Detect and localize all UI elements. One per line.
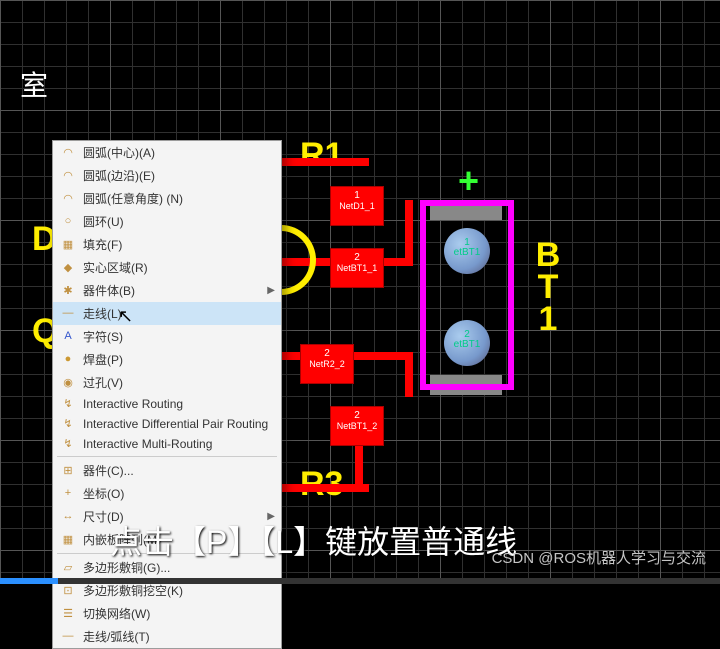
menu-item-23[interactable]: — 走线/弧线(T) <box>53 625 281 648</box>
menu-item-icon: ✱ <box>59 284 77 298</box>
place-context-menu: ◠ 圆弧(中心)(A) ◠ 圆弧(边沿)(E) ◠ 圆弧(任意角度) (N) ○ 圆环(U) ▦… <box>52 140 282 649</box>
menu-item-8[interactable]: A 字符(S) <box>53 325 281 348</box>
room-label: 室 <box>20 64 48 104</box>
menu-item-label: Interactive Differential Pair Routing <box>83 417 268 431</box>
menu-item-label: 器件体(B) <box>83 282 135 299</box>
menu-item-0[interactable]: ◠ 圆弧(中心)(A) <box>53 141 281 164</box>
menu-item-icon: ▦ <box>59 533 77 547</box>
pad-r2-2[interactable]: 2NetR2_2 <box>300 344 354 384</box>
menu-item-icon: ◠ <box>59 192 77 206</box>
menu-item-icon: ● <box>59 353 77 367</box>
menu-item-16[interactable]: + 坐标(O) <box>53 482 281 505</box>
trace-to-r1 <box>279 158 369 166</box>
menu-item-4[interactable]: ▦ 填充(F) <box>53 233 281 256</box>
submenu-arrow-icon: ▶ <box>267 285 275 296</box>
designator-bt1: BT1 <box>528 236 567 332</box>
pad-d1-1[interactable]: 1NetD1_1 <box>330 186 384 226</box>
menu-item-icon: — <box>59 630 77 644</box>
menu-item-icon: ↯ <box>59 437 77 451</box>
designator-r1: R1 <box>300 136 343 175</box>
menu-item-icon: ○ <box>59 215 77 229</box>
menu-item-label: 圆环(U) <box>83 213 124 230</box>
menu-item-7[interactable]: — 走线(L) <box>53 302 281 325</box>
bt1-hole-1[interactable]: 1etBT1 <box>444 228 490 274</box>
menu-item-icon: ▦ <box>59 238 77 252</box>
menu-item-icon: ↯ <box>59 397 77 411</box>
menu-item-label: Interactive Routing <box>83 397 183 411</box>
menu-item-icon: + <box>59 487 77 501</box>
menu-item-icon: ◠ <box>59 169 77 183</box>
menu-item-icon: ⊞ <box>59 464 77 478</box>
menu-item-15[interactable]: ⊞ 器件(C)... <box>53 459 281 482</box>
menu-item-icon: ☰ <box>59 607 77 621</box>
menu-item-label: 走线/弧线(T) <box>83 628 150 645</box>
menu-item-icon: ↯ <box>59 417 77 431</box>
menu-item-label: 实心区域(R) <box>83 259 148 276</box>
bt1-hole-2[interactable]: 2etBT1 <box>444 320 490 366</box>
polarity-plus: + <box>458 160 479 202</box>
menu-item-3[interactable]: ○ 圆环(U) <box>53 210 281 233</box>
menu-item-label: 字符(S) <box>83 328 123 345</box>
menu-item-22[interactable]: ☰ 切换网络(W) <box>53 602 281 625</box>
menu-item-label: 圆弧(任意角度) (N) <box>83 190 183 207</box>
menu-item-icon: — <box>59 307 77 321</box>
menu-item-label: 坐标(O) <box>83 485 124 502</box>
menu-item-9[interactable]: ● 焊盘(P) <box>53 348 281 371</box>
menu-item-label: Interactive Multi-Routing <box>83 437 212 451</box>
trace-r2-vert <box>405 352 413 397</box>
caption-subtitle: 点击【P】【L】键放置普通线 <box>110 517 517 563</box>
menu-item-5[interactable]: ◆ 实心区域(R) <box>53 256 281 279</box>
video-progress-fill <box>0 578 58 584</box>
menu-item-label: 多边形敷铜挖空(K) <box>83 582 183 599</box>
menu-item-label: 切换网络(W) <box>83 605 150 622</box>
menu-item-12[interactable]: ↯ Interactive Differential Pair Routing <box>53 414 281 434</box>
watermark: CSDN @ROS机器人学习与交流 <box>492 547 706 568</box>
menu-item-label: 圆弧(中心)(A) <box>83 144 155 161</box>
menu-item-label: 圆弧(边沿)(E) <box>83 167 155 184</box>
menu-item-icon: ◆ <box>59 261 77 275</box>
menu-item-10[interactable]: ◉ 过孔(V) <box>53 371 281 394</box>
menu-item-label: 器件(C)... <box>83 462 134 479</box>
menu-item-icon: ⊡ <box>59 584 77 598</box>
video-progress-track[interactable] <box>0 578 720 584</box>
menu-item-1[interactable]: ◠ 圆弧(边沿)(E) <box>53 164 281 187</box>
pad-bt1-1[interactable]: 2NetBT1_1 <box>330 248 384 288</box>
menu-item-label: 过孔(V) <box>83 374 123 391</box>
menu-item-icon: ◠ <box>59 146 77 160</box>
menu-item-label: 走线(L) <box>83 305 122 322</box>
trace-bt1-vert <box>405 200 413 266</box>
menu-item-icon: ↔ <box>59 510 77 524</box>
menu-item-11[interactable]: ↯ Interactive Routing <box>53 394 281 414</box>
menu-item-icon: ◉ <box>59 376 77 390</box>
menu-item-6[interactable]: ✱ 器件体(B) ▶ <box>53 279 281 302</box>
menu-item-label: 填充(F) <box>83 236 122 253</box>
menu-item-icon: ▱ <box>59 561 77 575</box>
menu-item-13[interactable]: ↯ Interactive Multi-Routing <box>53 434 281 454</box>
menu-item-icon: A <box>59 330 77 344</box>
menu-item-2[interactable]: ◠ 圆弧(任意角度) (N) <box>53 187 281 210</box>
menu-separator <box>57 456 277 457</box>
menu-item-label: 焊盘(P) <box>83 351 123 368</box>
pad-bt1-2[interactable]: 2NetBT1_2 <box>330 406 384 446</box>
